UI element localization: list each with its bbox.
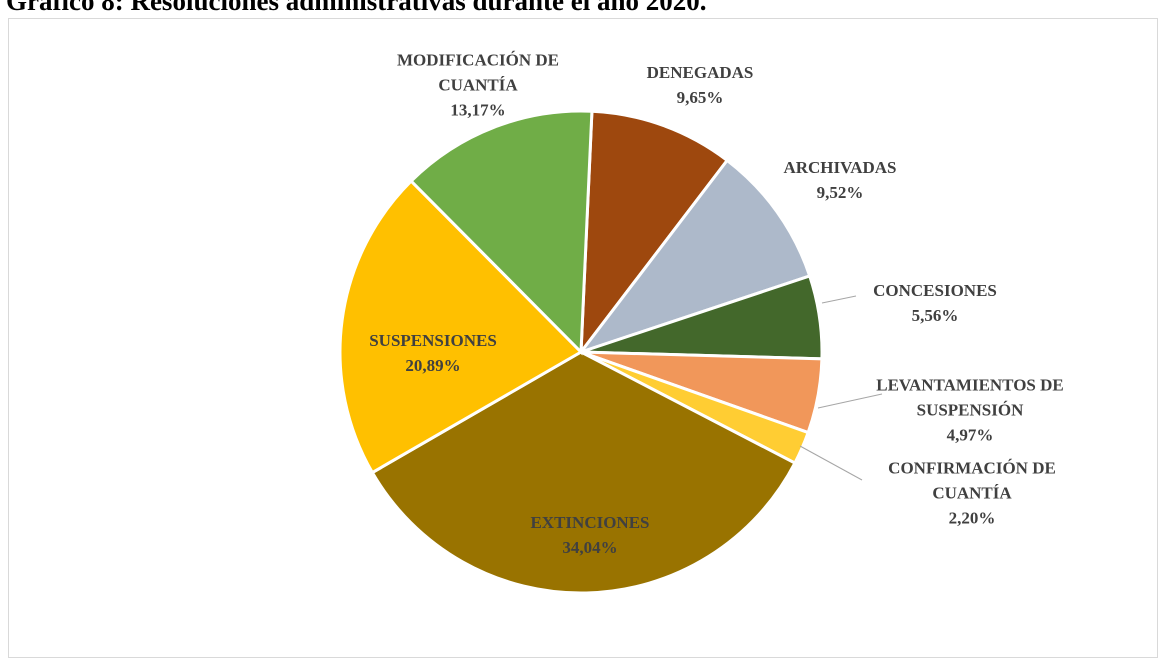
slice-label: ARCHIVADAS 9,52% (760, 155, 920, 205)
slice-label: DENEGADAS 9,65% (620, 60, 780, 110)
slice-value: 13,17% (450, 100, 506, 120)
slice-label: LEVANTAMIENTOS DE SUSPENSIÓN 4,97% (865, 373, 1075, 448)
leader-line (799, 445, 863, 481)
slice-label: CONFIRMACIÓN DE CUANTÍA 2,20% (857, 456, 1087, 531)
slice-label: EXTINCIONES 34,04% (490, 510, 690, 560)
slice-value: 20,89% (405, 356, 461, 375)
slice-label: MODIFICACIÓN DE CUANTÍA 13,17% (393, 48, 563, 123)
slice-value: 2,20% (948, 508, 996, 528)
pie-slice (338, 178, 584, 475)
page: Gráfico 8: Resoluciones administrativas … (6, 0, 1158, 658)
pie-slice (576, 158, 812, 355)
slice-label: SUSPENSIONES 20,89% (333, 328, 533, 378)
slice-value: 4,97% (946, 425, 994, 445)
chart (338, 109, 883, 595)
leader-line (817, 393, 883, 409)
slice-name: MODIFICACIÓN DE CUANTÍA (397, 50, 559, 95)
pie-slice (579, 109, 730, 357)
pie-slice (409, 109, 594, 356)
chart-title: Gráfico 8: Resoluciones administrativas … (6, 0, 707, 16)
slice-value: 34,04% (562, 538, 618, 557)
slice-name: LEVANTAMIENTOS DE SUSPENSIÓN (876, 375, 1064, 420)
slice-name: DENEGADAS (646, 63, 754, 82)
slice-label: CONCESIONES 5,56% (845, 278, 1025, 328)
slice-name: CONCESIONES (873, 281, 997, 300)
slice-value: 5,56% (911, 306, 959, 325)
slice-value: 9,52% (816, 183, 864, 202)
slice-name: CONFIRMACIÓN DE CUANTÍA (888, 458, 1056, 503)
slice-name: SUSPENSIONES (369, 331, 497, 350)
slice-name: ARCHIVADAS (783, 158, 897, 177)
slice-value: 9,65% (676, 88, 724, 107)
leader-line (821, 295, 857, 304)
slice-name: EXTINCIONES (530, 513, 650, 532)
